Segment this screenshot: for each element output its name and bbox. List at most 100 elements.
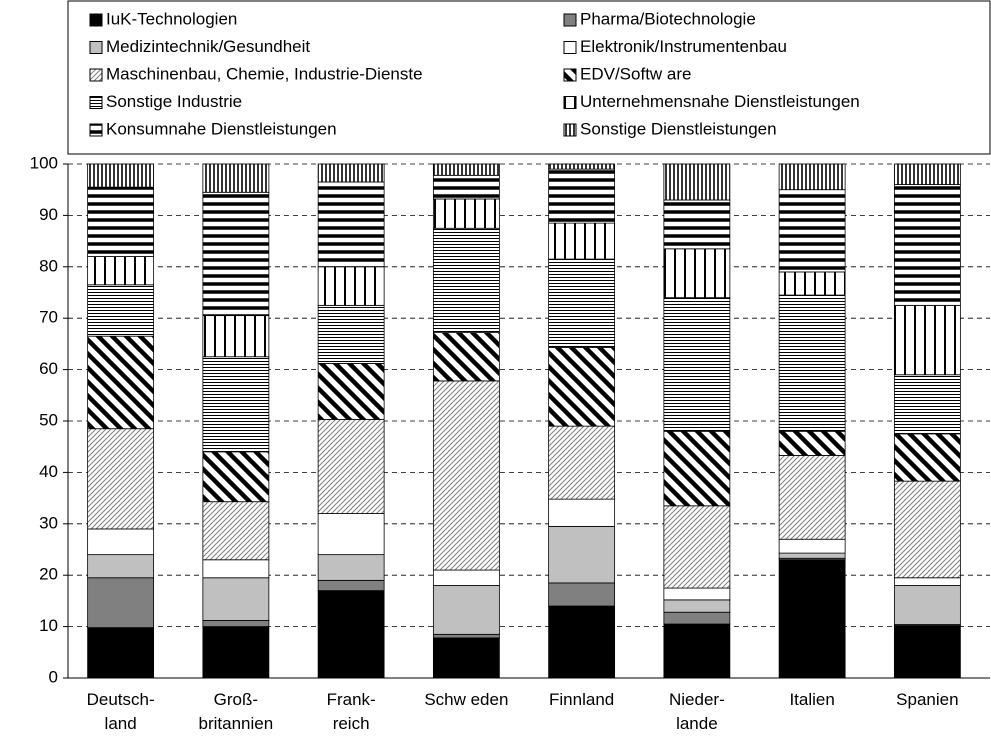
legend-swatch bbox=[89, 96, 103, 109]
legend-label: EDV/Softw are bbox=[580, 64, 692, 83]
bar-segment bbox=[317, 304, 385, 364]
legend-label: Medizintechnik/Gesundheit bbox=[106, 37, 310, 56]
bar-segment bbox=[893, 480, 961, 579]
bar-segment bbox=[548, 498, 616, 527]
bar-segment bbox=[317, 579, 385, 592]
legend-label: Unternehmensnahe Dienstleistungen bbox=[580, 92, 860, 111]
y-tick-label: 20 bbox=[39, 565, 58, 584]
bar-segment bbox=[87, 186, 155, 257]
y-tick-label: 0 bbox=[49, 667, 58, 686]
bar-segment bbox=[202, 501, 270, 561]
legend-swatch bbox=[89, 41, 103, 54]
bar-segment bbox=[663, 611, 731, 625]
bar-segment bbox=[548, 425, 616, 500]
bar-segment bbox=[432, 227, 500, 333]
bar-segment bbox=[548, 605, 616, 679]
legend-label: Konsumnahe Dienstleistungen bbox=[106, 119, 337, 138]
bar-segment bbox=[202, 620, 270, 628]
bar-segment bbox=[87, 627, 155, 679]
legend-swatch bbox=[563, 68, 577, 82]
y-tick-label: 90 bbox=[39, 205, 58, 224]
bar-segment bbox=[317, 513, 385, 556]
bar-segment bbox=[432, 198, 500, 229]
bar-segment bbox=[432, 174, 500, 200]
y-tick-label: 10 bbox=[39, 616, 58, 635]
bar-segment bbox=[663, 199, 731, 250]
bar-segment bbox=[548, 582, 616, 607]
legend-swatch bbox=[563, 13, 577, 27]
x-tick-label: Nieder- lande bbox=[669, 690, 725, 733]
bar-segment bbox=[663, 163, 731, 201]
x-tick-label: Italien bbox=[789, 690, 835, 709]
legend-swatch bbox=[89, 68, 103, 82]
bar-segment bbox=[87, 428, 155, 530]
bar-segment bbox=[663, 248, 731, 299]
y-tick-label: 80 bbox=[39, 256, 58, 275]
bar-segment bbox=[317, 163, 385, 183]
bar-segment bbox=[202, 163, 270, 193]
bar-segment bbox=[87, 577, 155, 629]
bar-segment bbox=[317, 590, 385, 679]
bar-segment bbox=[778, 189, 846, 273]
bar-segment bbox=[778, 163, 846, 191]
x-tick-label: Frank- reich bbox=[326, 690, 376, 733]
legend-swatch bbox=[89, 123, 103, 137]
bar-segment bbox=[893, 577, 961, 586]
legend-box bbox=[67, 0, 991, 155]
bar-segment bbox=[202, 356, 270, 453]
legend-swatch bbox=[563, 96, 577, 109]
bar-segment bbox=[663, 297, 731, 432]
bar-segment bbox=[893, 585, 961, 625]
bar-segment bbox=[317, 419, 385, 514]
bar-segment bbox=[778, 455, 846, 540]
legend-label: Sonstige Dienstleistungen bbox=[580, 119, 777, 138]
bar-segment bbox=[202, 315, 270, 358]
bar-segment bbox=[548, 525, 616, 584]
legend-label: IuK-Technologien bbox=[106, 9, 237, 28]
y-tick-label: 40 bbox=[39, 462, 58, 481]
bar-segment bbox=[548, 168, 616, 224]
bar-segment bbox=[778, 552, 846, 559]
bar-segment bbox=[87, 554, 155, 579]
bar-segment bbox=[87, 256, 155, 286]
legend-label: Elektronik/Instrumentenbau bbox=[580, 37, 787, 56]
bar-segment bbox=[317, 554, 385, 581]
bar-segment bbox=[317, 266, 385, 306]
y-tick-label: 60 bbox=[39, 359, 58, 378]
bar-segment bbox=[202, 191, 270, 317]
bar-segment bbox=[87, 284, 155, 337]
bar-segment bbox=[87, 335, 155, 430]
bar-segment bbox=[432, 163, 500, 176]
bar-segment bbox=[432, 633, 500, 639]
y-tick-label: 30 bbox=[39, 513, 58, 532]
bar-segment bbox=[778, 294, 846, 432]
y-tick-label: 100 bbox=[30, 153, 58, 172]
x-tick-label: Schw eden bbox=[424, 690, 509, 709]
bar-segment bbox=[663, 623, 731, 679]
y-tick-label: 50 bbox=[39, 410, 58, 429]
x-tick-label: Groß- britannien bbox=[198, 690, 274, 733]
bar-segment bbox=[663, 505, 731, 589]
bar-segment bbox=[548, 347, 616, 427]
x-tick-label: Deutsch- land bbox=[86, 690, 155, 733]
legend-swatch bbox=[563, 41, 577, 54]
bar-segment bbox=[432, 637, 500, 679]
bar-segment bbox=[432, 332, 500, 382]
y-tick-label: 70 bbox=[39, 308, 58, 327]
bar-segment bbox=[432, 569, 500, 586]
bar-segment bbox=[893, 625, 961, 679]
legend-label: Maschinenbau, Chemie, Industrie-Dienste bbox=[106, 64, 423, 83]
bar-segment bbox=[893, 184, 961, 306]
bar-segment bbox=[202, 577, 270, 621]
legend-swatch bbox=[563, 123, 577, 137]
bar-segment bbox=[778, 430, 846, 456]
bar-segment bbox=[432, 585, 500, 635]
bar-segment bbox=[317, 181, 385, 268]
bar-segment bbox=[663, 599, 731, 613]
bar-segment bbox=[548, 258, 616, 348]
bar-segment bbox=[778, 271, 846, 296]
bar-segment bbox=[778, 559, 846, 679]
x-tick-label: Finnland bbox=[549, 690, 615, 709]
